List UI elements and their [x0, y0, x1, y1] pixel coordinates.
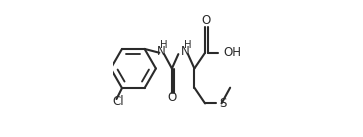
Text: H: H	[184, 40, 191, 50]
Text: N: N	[181, 45, 190, 58]
Text: S: S	[219, 97, 226, 110]
Text: H: H	[160, 40, 168, 50]
Text: O: O	[202, 14, 211, 27]
Text: OH: OH	[224, 46, 242, 59]
Text: Cl: Cl	[113, 95, 124, 108]
Text: O: O	[167, 92, 176, 104]
Text: N: N	[157, 45, 166, 58]
